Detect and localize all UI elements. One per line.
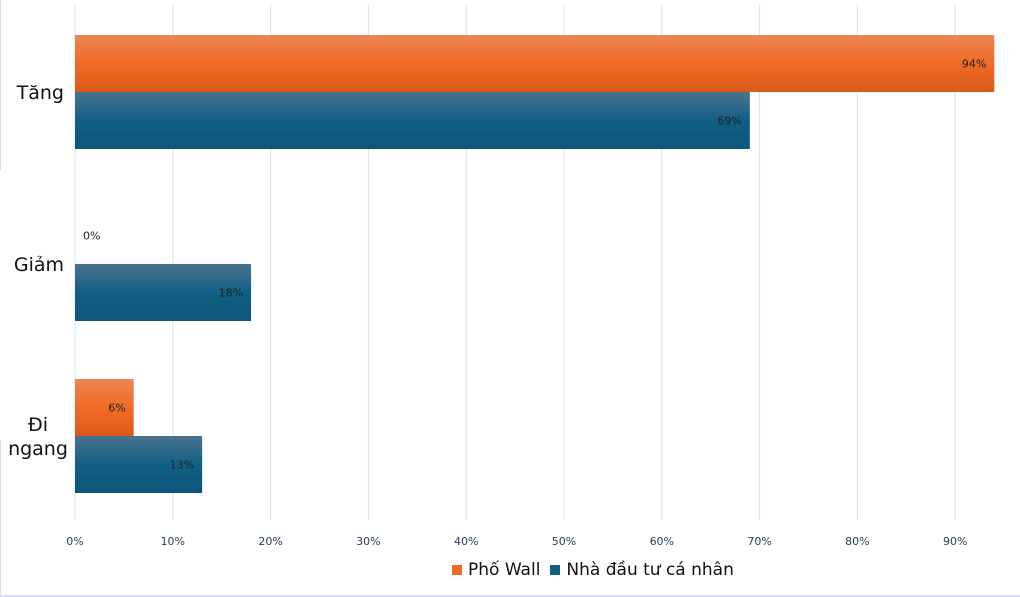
category-label: Giảm xyxy=(14,254,64,276)
x-tick-label: 90% xyxy=(943,535,967,548)
legend-label: Phố Wall xyxy=(468,560,541,580)
legend-item-pho-wall: Phố Wall xyxy=(452,560,540,580)
bar-pho-wall xyxy=(75,379,134,436)
x-tick-label: 50% xyxy=(552,535,576,548)
category-label: Tăng xyxy=(16,82,64,104)
x-tick-label: 80% xyxy=(845,535,869,548)
bar-pho-wall xyxy=(75,35,995,92)
data-label: 6% xyxy=(108,402,125,415)
data-label: 94% xyxy=(962,58,986,71)
legend-swatch xyxy=(550,565,561,575)
x-tick-label: 40% xyxy=(454,535,478,548)
frame-border xyxy=(0,0,1,170)
bar-nha-dau-tu xyxy=(75,92,750,149)
x-tick-label: 0% xyxy=(66,535,83,548)
data-label: 69% xyxy=(717,115,741,128)
x-tick-label: 70% xyxy=(747,535,771,548)
legend-item-nha-dau-tu: Nhà đầu tư cá nhân xyxy=(550,560,734,580)
category-label: Đi ngang xyxy=(8,414,68,460)
legend-swatch xyxy=(452,565,462,575)
x-tick-label: 10% xyxy=(161,535,185,548)
bar-nha-dau-tu xyxy=(75,436,203,493)
x-tick-label: 60% xyxy=(650,535,674,548)
bar-nha-dau-tu xyxy=(75,264,252,321)
legend-label: Nhà đầu tư cá nhân xyxy=(566,560,734,580)
frame-border xyxy=(0,595,1020,597)
x-tick-label: 30% xyxy=(356,535,380,548)
legend: Phố Wall Nhà đầu tư cá nhân xyxy=(452,560,744,580)
frame-border xyxy=(0,440,1,597)
data-label: 13% xyxy=(170,459,194,472)
data-label: 0% xyxy=(83,230,100,243)
x-tick-label: 20% xyxy=(258,535,282,548)
data-label: 18% xyxy=(219,287,243,300)
